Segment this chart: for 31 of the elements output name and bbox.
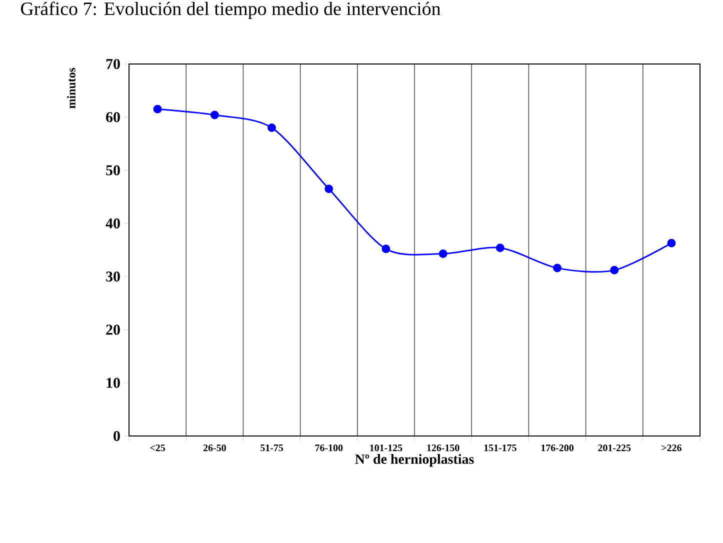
x-tick-label: 201-225 — [598, 444, 631, 452]
point — [153, 104, 162, 114]
y-tick-label: 20 — [106, 324, 120, 335]
point — [438, 249, 448, 258]
y-tick-label: 0 — [114, 430, 120, 442]
x-tick-label: 51-75 — [260, 444, 284, 452]
x-tick-label: 101-125 — [370, 444, 402, 452]
x-tick-label: 76-100 — [315, 444, 343, 452]
x-tick-label: 126-150 — [427, 444, 460, 452]
y-tick-label: 60 — [106, 112, 120, 122]
y-tick-label: 10 — [106, 378, 120, 388]
point — [667, 238, 676, 248]
x-axis-title: Nº de hernioplastias — [355, 454, 474, 467]
point — [324, 184, 334, 194]
y-axis-title: minutos — [67, 68, 76, 108]
point — [610, 266, 619, 274]
point — [496, 244, 504, 252]
y-tick-label: 50 — [106, 165, 120, 176]
y-tick-label: 70 — [106, 58, 120, 70]
x-tick-label: <25 — [150, 444, 166, 452]
x-tick-label: >226 — [662, 444, 682, 452]
y-tick-label: 30 — [106, 272, 120, 282]
point — [382, 244, 390, 254]
x-tick-label: 26-50 — [203, 444, 226, 452]
y-tick-label: 40 — [106, 218, 120, 228]
point — [210, 110, 219, 120]
point — [268, 124, 276, 132]
x-tick-label: 176-200 — [541, 444, 574, 452]
chart-title: Gráfico 7: Evolución del tiempo medio de intervención — [20, 2, 440, 20]
x-tick-label: 151-175 — [484, 444, 516, 452]
point — [553, 264, 562, 272]
